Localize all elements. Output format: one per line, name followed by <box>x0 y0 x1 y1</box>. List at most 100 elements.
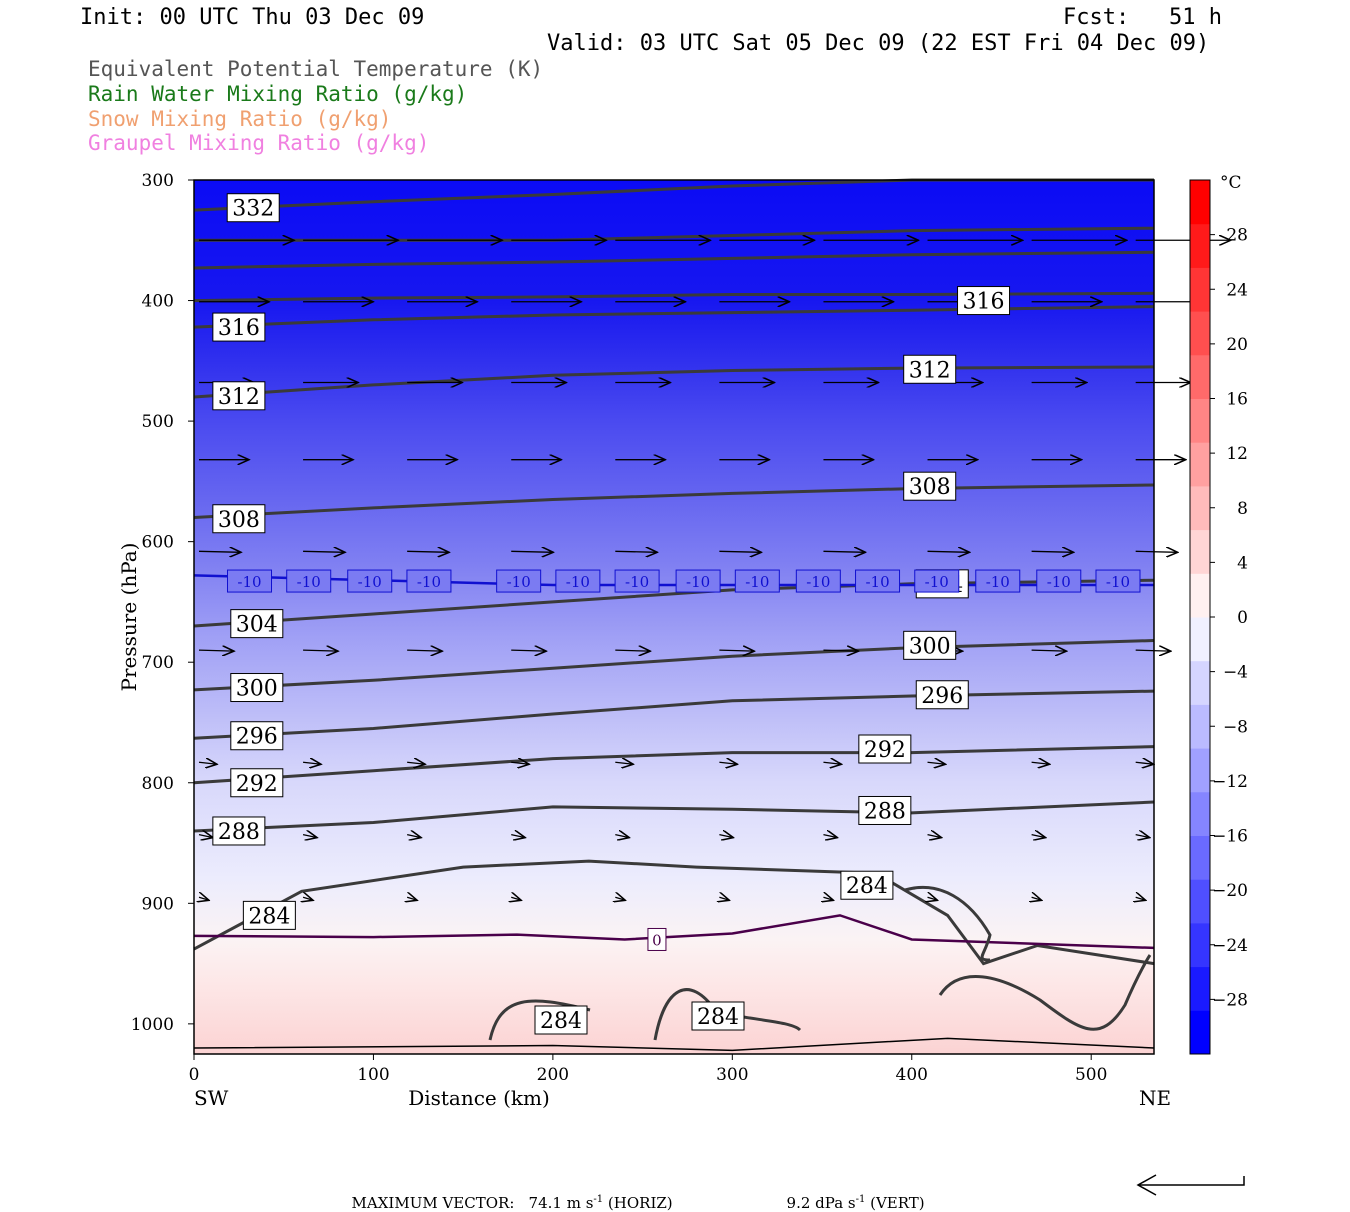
contour-label-box <box>903 471 957 501</box>
isotherm-label-box <box>914 569 960 593</box>
wind-vector <box>303 551 345 552</box>
isotherm-label-box <box>1036 569 1082 593</box>
wind-vector <box>1136 897 1146 900</box>
wind-vector <box>615 835 629 838</box>
colorbar-tick-label: −4 <box>1223 663 1248 683</box>
colorbar-segment <box>1190 529 1210 574</box>
max-vector-horiz-tag: (HORIZ) <box>603 1194 673 1212</box>
wind-vector <box>927 551 970 552</box>
colorbar-segment <box>1190 398 1210 443</box>
wind-vector <box>1135 835 1150 838</box>
contour-label-box <box>212 312 266 342</box>
legend-snow: Snow Mixing Ratio (g/kg) <box>88 107 392 131</box>
wind-vector <box>1032 897 1042 900</box>
wind-vector <box>615 650 650 651</box>
contour-label-box <box>534 1005 588 1035</box>
theta-e-contour <box>193 745 1155 785</box>
isotherm-label: -10 <box>986 573 1010 591</box>
y-tick-label: 600 <box>142 533 174 553</box>
x-axis-label: Distance (km) <box>408 1086 550 1110</box>
wind-vector <box>302 835 317 838</box>
isotherm-label-box <box>855 569 901 593</box>
contour-label: 292 <box>236 772 278 797</box>
wind-vector <box>719 762 737 764</box>
y-tick-label: 400 <box>142 292 174 312</box>
colorbar-segment <box>1190 660 1210 705</box>
isotherm-zero-box <box>647 927 667 951</box>
contour-label-box <box>858 734 912 764</box>
x-tick-label: 100 <box>357 1065 389 1085</box>
y-tick-label: 700 <box>142 653 174 673</box>
contour-label-box <box>691 1001 745 1031</box>
wind-vector <box>719 551 761 552</box>
contour-label-box <box>230 721 284 751</box>
contour-label: 316 <box>218 316 260 341</box>
isotherm-label-box <box>227 569 273 593</box>
isotherm-label-box <box>614 569 660 593</box>
contour-label: 296 <box>921 684 963 709</box>
wind-vector <box>1031 835 1046 838</box>
isotherm-label: -10 <box>1106 573 1130 591</box>
y-tick-label: 500 <box>142 412 174 432</box>
wind-vector <box>615 551 657 552</box>
isotherm-label-box <box>496 569 542 593</box>
wind-vector <box>407 762 425 764</box>
wind-vector <box>823 835 837 838</box>
isotherm-label-box <box>795 569 841 593</box>
y-tick-label: 800 <box>142 774 174 794</box>
contour-label-box <box>212 504 266 534</box>
x-tick-label: 0 <box>189 1065 200 1085</box>
wind-vector <box>823 551 865 552</box>
max-vector-vert-tag: (VERT) <box>865 1194 925 1212</box>
colorbar-segment <box>1190 879 1210 924</box>
isotherm-label: -10 <box>1047 573 1071 591</box>
colorbar-tick-label: −24 <box>1212 936 1248 956</box>
contour-label: 312 <box>909 358 951 383</box>
colorbar-segment <box>1190 267 1210 312</box>
colorbar-segment <box>1190 223 1210 268</box>
wind-vector <box>928 897 938 900</box>
isotherm-label-box <box>734 569 780 593</box>
wind-vector <box>1031 551 1074 552</box>
isotherm-label: -10 <box>507 573 531 591</box>
theta-e-contour <box>193 305 1155 329</box>
wind-vector <box>719 835 733 838</box>
colorbar-tick-label: 28 <box>1226 226 1248 246</box>
contour-label: 304 <box>236 613 278 638</box>
colorbar-tick-label: −12 <box>1212 772 1248 792</box>
contour-label-box <box>230 609 284 639</box>
contour-label-box <box>915 680 969 710</box>
contour-label: 300 <box>909 634 951 659</box>
contour-label: 308 <box>909 475 951 500</box>
isotherm-label: -10 <box>865 573 889 591</box>
theta-e-contour <box>193 250 1155 270</box>
wind-vector <box>1135 650 1171 651</box>
colorbar-segment <box>1190 922 1210 968</box>
wind-vector <box>198 762 217 764</box>
contour-label: 292 <box>864 738 906 763</box>
max-vector-vert: 9.2 dPa s-1 (VERT) <box>777 1176 925 1212</box>
colorbar-segment <box>1190 966 1210 1011</box>
isotherm-label-box <box>975 569 1021 593</box>
wind-vector <box>303 650 338 651</box>
wind-vector <box>719 650 754 651</box>
colorbar-tick-label: 20 <box>1226 335 1248 355</box>
isotherm-label-box <box>555 569 601 593</box>
isotherm-label: -10 <box>686 573 710 591</box>
colorbar-segment <box>1190 1010 1210 1055</box>
colorbar-segment <box>1190 354 1210 399</box>
contour-label: 284 <box>540 1009 582 1034</box>
contour-label: 288 <box>864 799 906 824</box>
wind-vector <box>615 762 633 764</box>
isotherm-label-box <box>347 569 393 593</box>
colorbar-segment <box>1190 573 1210 618</box>
y-axis-label: Pressure (hPa) <box>117 543 141 692</box>
wind-vector <box>511 650 546 651</box>
colorbar-unit: °C <box>1220 173 1242 193</box>
wind-vector <box>303 762 321 764</box>
wind-vector <box>823 762 841 764</box>
colorbar-segment <box>1190 748 1210 793</box>
max-vector-horiz: 74.1 m s-1 (HORIZ) <box>519 1176 673 1212</box>
wind-vector <box>927 835 942 838</box>
wind-vector <box>198 650 234 651</box>
